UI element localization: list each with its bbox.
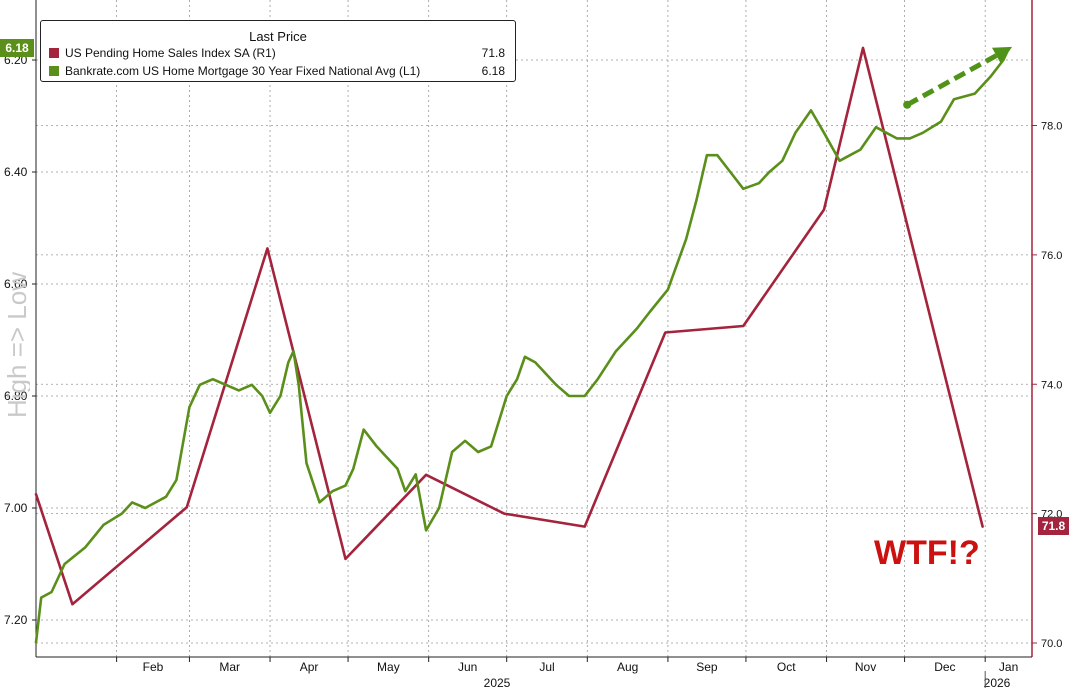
x-year-label: 2026 — [984, 676, 1011, 690]
axis-layer: Feb Mar Apr May Jun Jul Aug Sep Oct Nov Dec Jan 2025… — [4, 0, 1062, 690]
left-tick-label: 7.20 — [4, 613, 28, 627]
x-tick-label: Aug — [617, 660, 638, 674]
x-tick-label: Feb — [143, 660, 164, 674]
legend-swatch-mortgage-rate — [49, 66, 59, 76]
series-layer — [34, 46, 1010, 644]
left-tick-label: 6.40 — [4, 165, 28, 179]
x-tick-label: Mar — [219, 660, 240, 674]
mortgage-rate-line — [34, 47, 1010, 644]
legend-header: Last Price — [249, 29, 307, 44]
x-tick-label: Jul — [539, 660, 554, 674]
legend-item-pending-home-sales: US Pending Home Sales Index SA (R1) 71.8 — [49, 45, 505, 61]
legend-swatch-pending-home-sales — [49, 48, 59, 58]
watermark-text: High => Low — [2, 272, 30, 418]
left-tick-label: 6.80 — [4, 389, 28, 403]
x-tick-label: Jun — [458, 660, 477, 674]
legend: Last Price US Pending Home Sales Index S… — [40, 20, 516, 82]
trend-arrow-head — [992, 46, 1013, 64]
right-tick-label: 76.0 — [1041, 250, 1062, 262]
right-tick-label: 78.0 — [1041, 121, 1062, 133]
legend-label-pending-home-sales: US Pending Home Sales Index SA (R1) — [65, 46, 276, 60]
x-tick-label: Nov — [855, 660, 876, 674]
x-tick-label: Oct — [777, 660, 796, 674]
right-tick-label: 70.0 — [1041, 638, 1062, 650]
legend-value-mortgage-rate: 6.18 — [481, 64, 505, 78]
right-tick-label: 74.0 — [1041, 379, 1062, 391]
x-year-label: 2025 — [484, 676, 511, 690]
x-tick-label: Apr — [300, 660, 319, 674]
legend-item-mortgage-rate: Bankrate.com US Home Mortgage 30 Year Fi… — [49, 63, 505, 79]
wtf-annotation: WTF!? — [874, 534, 980, 572]
left-tick-label: 6.60 — [4, 277, 28, 291]
x-tick-label: Sep — [696, 660, 718, 674]
left-tick-label: 7.00 — [4, 501, 28, 515]
x-tick-label: May — [377, 660, 400, 674]
legend-label-mortgage-rate: Bankrate.com US Home Mortgage 30 Year Fi… — [65, 64, 421, 78]
trend-arrow-shaft — [905, 53, 998, 107]
left-last-value-tag: 6.18 — [0, 39, 34, 57]
legend-value-pending-home-sales: 71.8 — [481, 46, 505, 60]
x-tick-label: Dec — [934, 660, 955, 674]
right-last-value-tag: 71.8 — [1038, 517, 1069, 535]
pending-home-sales-line — [34, 46, 984, 606]
x-tick-label: Jan — [999, 660, 1018, 674]
trend-arrow — [903, 46, 1013, 109]
watermark: High => Low — [0, 248, 30, 418]
